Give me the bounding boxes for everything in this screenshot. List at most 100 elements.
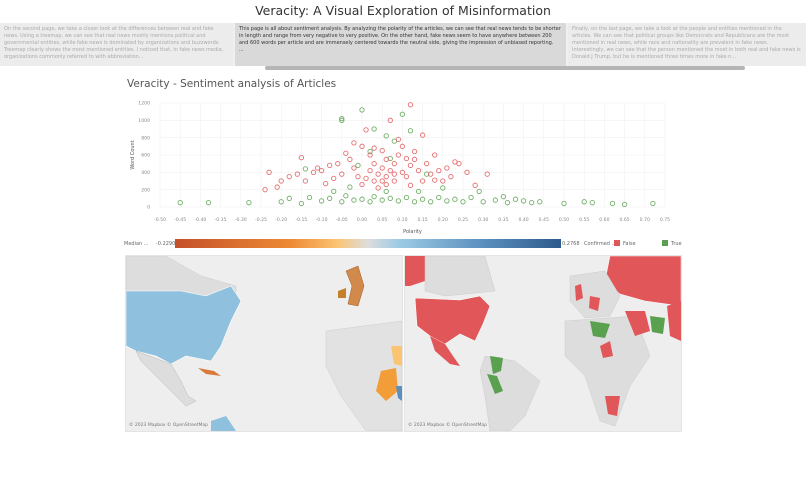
- scatter-point-true[interactable]: [339, 117, 345, 123]
- scatter-point-false[interactable]: [484, 171, 490, 177]
- scatter-point-true[interactable]: [561, 200, 567, 207]
- scatter-point-false[interactable]: [322, 180, 329, 187]
- scatter-point-true[interactable]: [177, 200, 183, 206]
- scatter-point-false[interactable]: [395, 136, 402, 143]
- scatter-point-false[interactable]: [278, 178, 284, 184]
- scatter-point-false[interactable]: [375, 171, 381, 177]
- scatter-point-true[interactable]: [327, 195, 333, 201]
- scatter-point-false[interactable]: [351, 165, 357, 171]
- scatter-point-false[interactable]: [472, 182, 478, 188]
- scatter-point-false[interactable]: [432, 152, 438, 158]
- scatter-point-false[interactable]: [407, 162, 414, 169]
- scatter-point-false[interactable]: [391, 161, 397, 167]
- scatter-point-true[interactable]: [331, 188, 337, 195]
- scatter-point-false[interactable]: [391, 171, 397, 177]
- scatter-point-false[interactable]: [379, 178, 385, 184]
- scatter-point-false[interactable]: [359, 143, 365, 149]
- scatter-point-true[interactable]: [529, 200, 535, 206]
- scatter-point-false[interactable]: [423, 161, 430, 167]
- scatter-point-true[interactable]: [415, 188, 422, 195]
- scatter-point-true[interactable]: [444, 198, 450, 204]
- scatter-point-false[interactable]: [375, 185, 381, 191]
- scatter-point-true[interactable]: [609, 200, 616, 207]
- scatter-point-false[interactable]: [266, 169, 272, 175]
- scatter-point-false[interactable]: [383, 174, 389, 180]
- scatter-point-false[interactable]: [415, 167, 422, 174]
- scatter-point-false[interactable]: [399, 143, 406, 149]
- scatter-point-false[interactable]: [407, 102, 414, 108]
- scatter-point-false[interactable]: [387, 167, 393, 174]
- scatter-point-false[interactable]: [335, 161, 341, 167]
- scatter-point-true[interactable]: [302, 166, 309, 172]
- scatter-point-true[interactable]: [581, 199, 587, 205]
- scatter-point-false[interactable]: [448, 174, 454, 180]
- scatter-point-false[interactable]: [363, 175, 369, 182]
- scatter-point-true[interactable]: [339, 199, 345, 205]
- scatter-point-false[interactable]: [262, 187, 268, 193]
- scatter-point-false[interactable]: [403, 174, 410, 180]
- scatter-point-true[interactable]: [359, 196, 365, 202]
- story-scrollbar[interactable]: [265, 66, 745, 70]
- scatter-point-true[interactable]: [504, 200, 511, 206]
- scatter-point-false[interactable]: [464, 169, 470, 175]
- scatter-point-false[interactable]: [411, 148, 418, 155]
- scatter-point-true[interactable]: [306, 194, 313, 201]
- scatter-point-false[interactable]: [387, 117, 393, 123]
- scatter-point-true[interactable]: [520, 198, 527, 204]
- story-point-4[interactable]: Finally, on the last page, we take a loo…: [568, 23, 806, 66]
- scatter-point-false[interactable]: [351, 140, 357, 146]
- scatter-point-true[interactable]: [318, 198, 325, 204]
- scatter-point-false[interactable]: [440, 178, 446, 184]
- scatter-point-true[interactable]: [407, 128, 414, 134]
- story-point-3[interactable]: This page is all about sentiment analysi…: [235, 23, 566, 66]
- scatter-point-false[interactable]: [314, 165, 321, 171]
- scatter-point-false[interactable]: [395, 152, 402, 158]
- scatter-point-false[interactable]: [432, 177, 438, 183]
- scatter-point-true[interactable]: [278, 199, 284, 205]
- scatter-point-true[interactable]: [298, 200, 305, 207]
- scatter-point-false[interactable]: [310, 169, 317, 175]
- scatter-point-true[interactable]: [492, 197, 498, 203]
- scatter-point-true[interactable]: [537, 199, 543, 205]
- scatter-point-true[interactable]: [387, 195, 393, 201]
- scatter-point-true[interactable]: [371, 193, 377, 200]
- scatter-point-true[interactable]: [399, 111, 406, 117]
- scatter-point-false[interactable]: [379, 165, 385, 171]
- scatter-point-true[interactable]: [371, 126, 377, 132]
- scatter-point-true[interactable]: [347, 184, 353, 190]
- scatter-point-true[interactable]: [379, 197, 385, 203]
- scatter-point-false[interactable]: [379, 148, 385, 154]
- scatter-point-true[interactable]: [355, 162, 361, 169]
- scatter-point-true[interactable]: [205, 200, 212, 206]
- scatter-point-true[interactable]: [452, 196, 458, 202]
- scatter-point-true[interactable]: [383, 188, 389, 195]
- scatter-point-true[interactable]: [411, 199, 418, 205]
- story-point-2[interactable]: On the second page, we take a closer loo…: [0, 23, 233, 66]
- false-legend-label[interactable]: False: [623, 241, 636, 247]
- scatter-point-false[interactable]: [391, 178, 397, 184]
- scatter-point-false[interactable]: [339, 171, 345, 177]
- scatter-point-false[interactable]: [274, 184, 280, 190]
- scatter-point-false[interactable]: [419, 132, 426, 138]
- scatter-point-true[interactable]: [436, 194, 442, 201]
- scatter-point-true[interactable]: [650, 200, 656, 207]
- scatter-point-true[interactable]: [500, 193, 507, 200]
- scatter-point-true[interactable]: [512, 196, 519, 202]
- scatter-point-true[interactable]: [428, 199, 434, 205]
- scatter-point-false[interactable]: [343, 150, 349, 156]
- scatter-point-true[interactable]: [621, 201, 628, 208]
- scatter-point-false[interactable]: [411, 156, 418, 162]
- scatter-point-false[interactable]: [367, 152, 373, 158]
- scatter-point-true[interactable]: [383, 133, 389, 139]
- scatter-point-true[interactable]: [419, 196, 426, 202]
- scatter-point-false[interactable]: [383, 156, 389, 162]
- scatter-point-true[interactable]: [589, 200, 595, 206]
- scatter-point-true[interactable]: [367, 148, 373, 155]
- scatter-point-true[interactable]: [440, 185, 446, 191]
- scatter-point-false[interactable]: [298, 154, 305, 161]
- scatter-point-true[interactable]: [359, 107, 365, 113]
- scatter-point-true[interactable]: [351, 197, 357, 203]
- scatter-point-false[interactable]: [359, 181, 365, 188]
- scatter-point-true[interactable]: [460, 199, 466, 205]
- scatter-point-false[interactable]: [407, 182, 414, 188]
